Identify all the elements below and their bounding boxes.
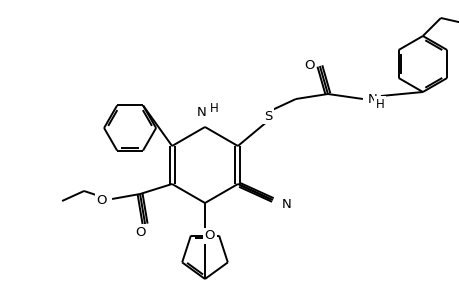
Text: H: H bbox=[210, 102, 218, 115]
Text: S: S bbox=[263, 110, 272, 122]
Text: H: H bbox=[375, 98, 384, 110]
Text: O: O bbox=[134, 226, 145, 238]
Text: O: O bbox=[304, 58, 314, 71]
Text: O: O bbox=[96, 194, 107, 206]
Text: N: N bbox=[197, 106, 207, 119]
Text: N: N bbox=[281, 197, 291, 211]
Text: O: O bbox=[204, 229, 215, 242]
Text: N: N bbox=[367, 92, 377, 106]
